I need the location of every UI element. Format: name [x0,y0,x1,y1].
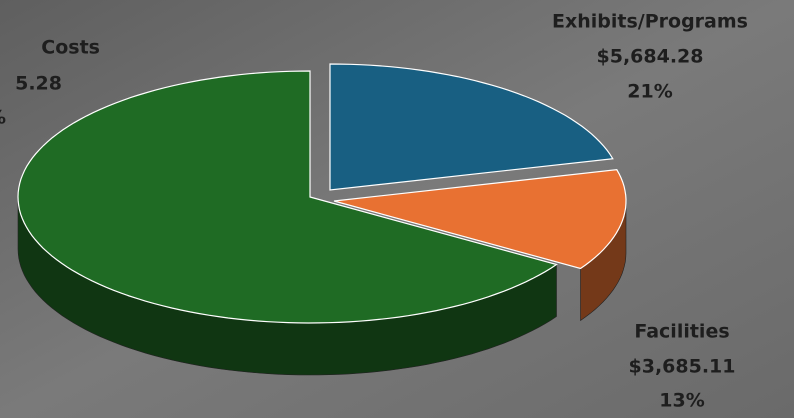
category-label: Facilities [634,321,729,343]
category-label: Exhibits/Programs [552,11,748,33]
slice [333,169,627,270]
amount-label: $5,684.28 [597,46,704,68]
percent-label: % [0,107,6,129]
category-label: Costs [41,37,100,59]
amount-label: $3,685.11 [629,356,736,378]
percent-label: 21% [627,81,672,103]
slice [17,70,558,324]
amount-label: 5.28 [15,73,62,95]
slice [329,63,614,191]
percent-label: 13% [659,390,704,412]
